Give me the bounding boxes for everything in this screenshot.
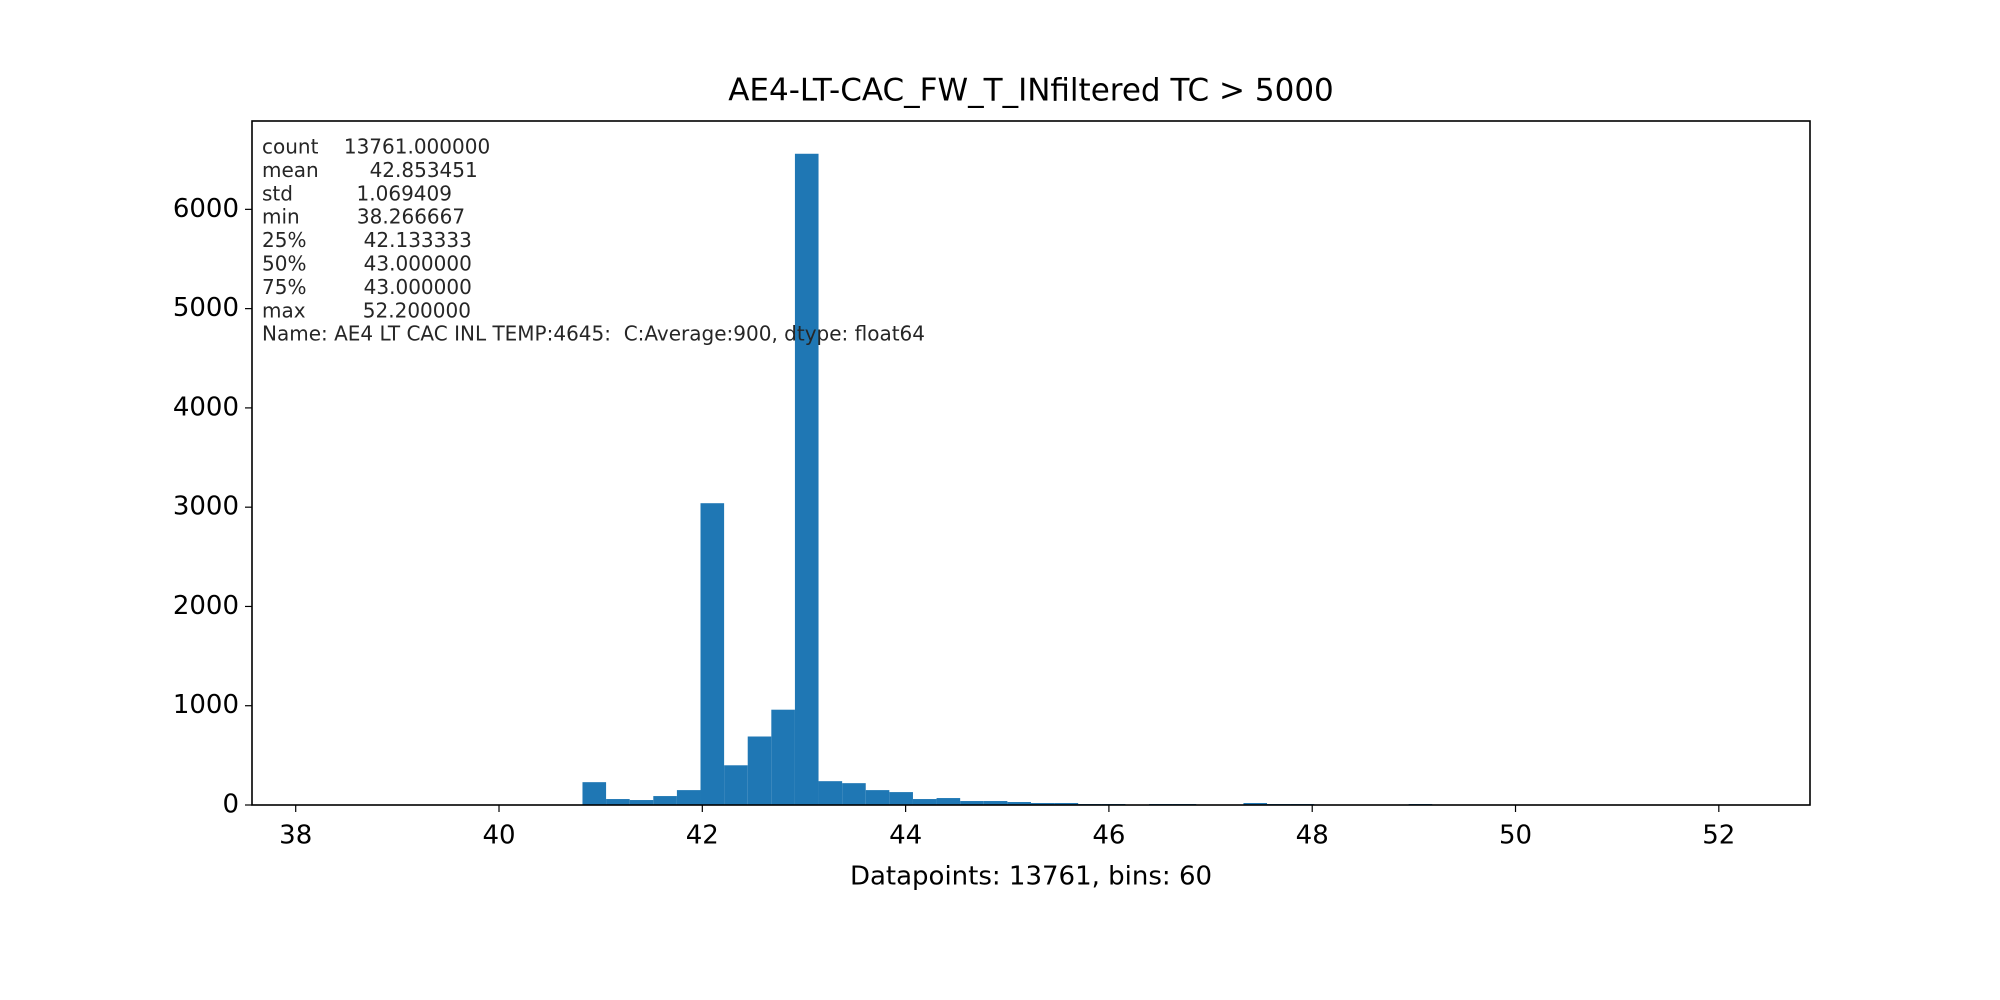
bar xyxy=(606,799,630,805)
stats-line: Name: AE4 LT CAC INL TEMP:4645: C:Averag… xyxy=(262,322,925,346)
x-axis-label: Datapoints: 13761, bins: 60 xyxy=(850,862,1212,892)
stats-line: std 1.069409 xyxy=(262,181,452,205)
y-tick-label: 3000 xyxy=(173,492,239,522)
x-tick-label: 44 xyxy=(889,821,922,851)
y-tick-label: 2000 xyxy=(173,591,239,621)
stats-line: max 52.200000 xyxy=(262,298,471,322)
bar xyxy=(794,153,819,806)
bar xyxy=(700,503,725,805)
stats-line: min 38.266667 xyxy=(262,205,465,229)
bar xyxy=(960,801,984,805)
bar xyxy=(1243,803,1268,805)
plot-frame xyxy=(251,120,1811,806)
y-tick-label: 6000 xyxy=(173,194,239,224)
bar xyxy=(818,781,843,805)
x-tick-label: 42 xyxy=(686,821,719,851)
stats-line: 50% 43.000000 xyxy=(262,252,472,276)
bar xyxy=(936,798,961,805)
bar xyxy=(582,782,607,805)
bar xyxy=(865,790,890,805)
x-tick-label: 40 xyxy=(482,821,515,851)
bar xyxy=(1030,803,1055,805)
stats-line: count 13761.000000 xyxy=(262,135,490,159)
y-tick-label: 5000 xyxy=(173,293,239,323)
stats-line: 75% 43.000000 xyxy=(262,275,472,299)
bar xyxy=(653,796,677,805)
y-tick-label: 0 xyxy=(222,790,239,820)
y-tick-label: 4000 xyxy=(173,392,239,422)
stats-line: 25% 42.133333 xyxy=(262,228,472,252)
x-tick-label: 46 xyxy=(1092,821,1125,851)
chart-title: AE4-LT-CAC_FW_T_INfiltered TC > 5000 xyxy=(728,73,1334,109)
stats-line: mean 42.853451 xyxy=(262,158,478,182)
x-tick-label: 50 xyxy=(1499,821,1532,851)
bar xyxy=(889,792,913,805)
x-tick-label: 48 xyxy=(1296,821,1329,851)
bar xyxy=(1007,802,1031,805)
bar xyxy=(983,801,1008,805)
y-tick-label: 1000 xyxy=(173,690,239,720)
bar xyxy=(912,799,937,805)
bar xyxy=(1054,803,1079,805)
bar xyxy=(842,783,866,805)
bar xyxy=(629,800,654,805)
x-tick-label: 52 xyxy=(1702,821,1735,851)
bar xyxy=(747,736,772,805)
bar xyxy=(724,765,748,805)
bar xyxy=(676,790,701,805)
bar xyxy=(771,709,795,805)
x-tick-label: 38 xyxy=(279,821,312,851)
